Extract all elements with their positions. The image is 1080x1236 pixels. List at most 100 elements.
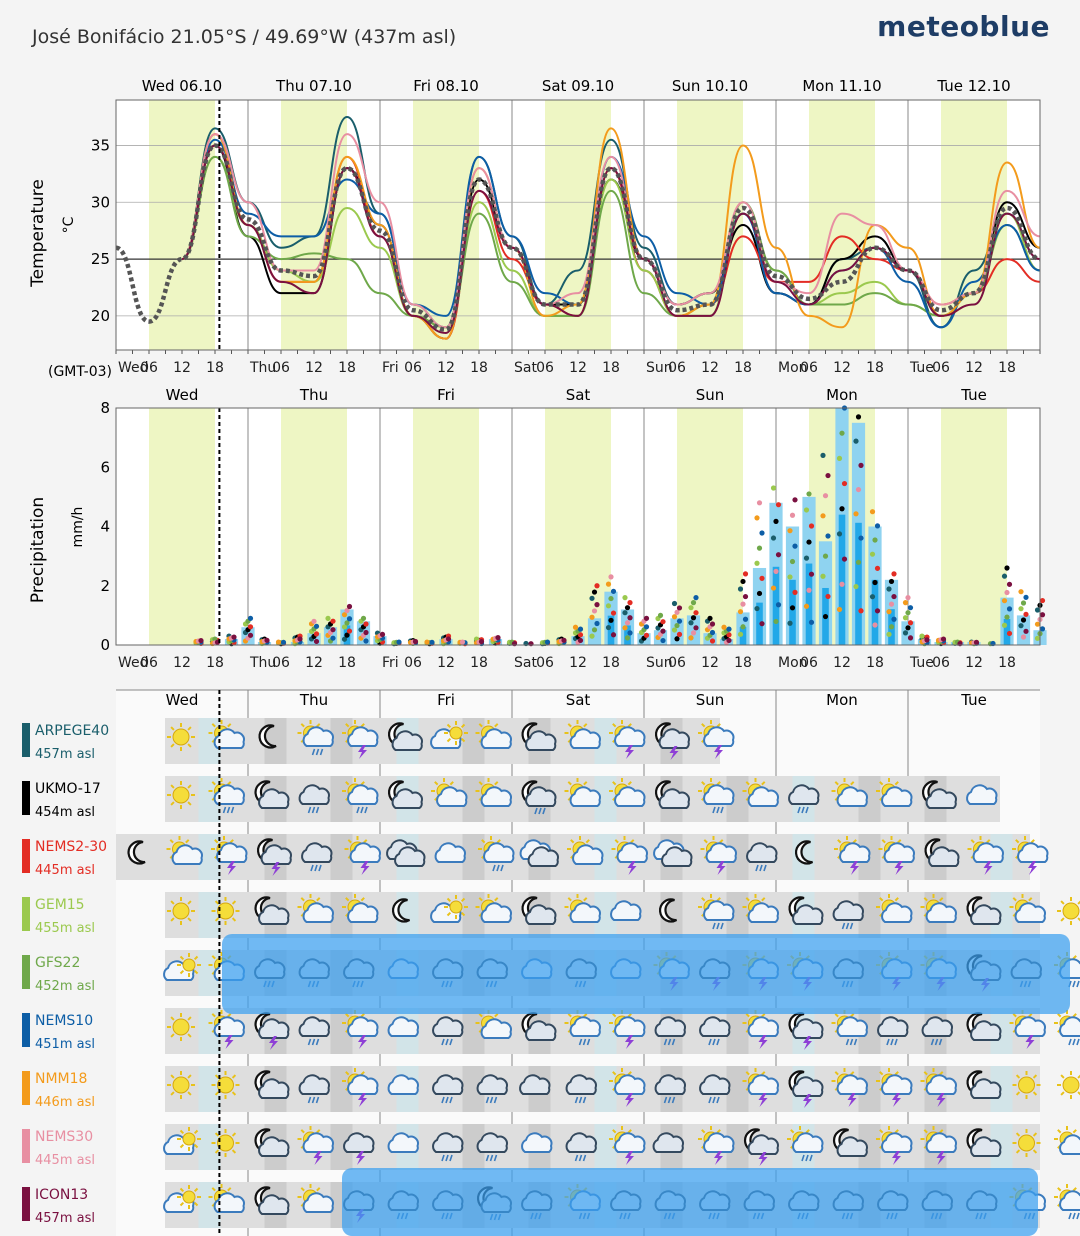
lightning-bolt [936,1093,946,1107]
sun-ray [897,839,902,844]
lightning-bolt [803,1094,812,1108]
precip-dot [346,628,353,634]
rain-drop [582,1096,587,1104]
cloud-shape [928,846,960,867]
precip-dot [313,631,320,637]
sun-ray [345,723,350,728]
precip-dot [853,583,859,590]
sun-ray [193,1187,199,1193]
daylight-band [941,408,1007,645]
cloud-shape [970,1020,1002,1041]
precip-dot [806,587,812,593]
cloud-icon [387,1016,419,1037]
sun-icon [167,1013,195,1041]
precip-dot [770,585,777,591]
tick-label-hour: 18 [206,360,224,376]
moonc-icon [521,896,557,925]
rain-drop [1076,980,1080,988]
cloud-cover-shade [858,1066,881,1112]
sun-ray [1015,839,1020,844]
cloud-cover-shade [462,1008,485,1054]
cloud-shape [966,784,998,805]
rain-drop [492,864,496,872]
cloud-shape [972,842,1004,863]
rain-drop [311,748,316,756]
rain-drop [314,864,318,872]
precip-dot [1004,565,1010,571]
sun-ray [745,1013,750,1018]
precip-dot [688,635,694,641]
cloud-cover-shade [594,1066,617,1112]
tick-label-day: Tue [909,360,934,376]
cloud-shape [213,1192,245,1213]
daylight-band [413,408,479,645]
precip-dot [424,639,430,645]
cloudc-icon [652,1132,684,1153]
sunstorm-icon [698,1126,735,1165]
y-tick-label: 20 [91,307,110,325]
cloudrain-icon [432,1132,464,1162]
precip-dot [806,539,812,545]
sun-disc [182,1132,196,1146]
sun-ray [460,737,466,743]
precip-dot [594,583,600,589]
plot-frame [115,407,1041,646]
sunc-icon [564,720,601,749]
moonstorm-icon [655,722,690,760]
cloud-shape [301,842,333,863]
precip-dot [1006,606,1013,612]
rain-drop [315,1038,320,1046]
meteoblue-logo[interactable]: meteoblue [877,10,1050,43]
sun-ray [894,781,899,786]
cloud-shape [925,1074,957,1095]
precipitation-chart: 0 2 4 6 8 Wed Thu Fri Sat Sun Mon Tue Precipitation m… [28,386,1047,671]
sun-ray [170,1016,175,1021]
precip-dot [1034,635,1041,641]
tick-label-hour: 12 [437,360,455,376]
cloud-shape [877,1016,909,1037]
sun-disc [1018,1134,1035,1152]
sun-ray [214,1091,220,1096]
cloud-shape [881,902,913,923]
cloud-shape [525,786,557,807]
precip-dot [346,603,353,610]
rain-drop [441,1038,445,1046]
cloud-shape [343,1132,375,1153]
sun-ray [231,917,237,922]
model-row-ukmo-17: UKMO-17 454m asl [22,776,1000,822]
precip-bar-core [838,514,846,645]
moonc-icon [254,780,290,809]
rain-drop [542,807,546,815]
precip-dot [858,608,864,614]
tick-label-day: Sat [514,360,537,376]
cloudrain-icon [788,784,820,814]
tick-label-hour: 06 [800,360,818,376]
cloud-icon [434,842,466,863]
sun-ray [745,781,750,786]
rain-drop [578,1154,583,1162]
rain-drop [1072,1212,1076,1220]
precip-bar-core [624,625,631,645]
sun-ray [170,784,175,789]
y-tick-label: 2 [100,577,110,595]
sun-ray [612,781,617,786]
lightning-bolt [358,1035,367,1049]
sun-ray [446,723,452,729]
cloud-shape [387,1074,419,1095]
cloud-shape [349,842,381,863]
sun-ray [585,839,590,844]
y-tick-label: 25 [91,250,110,268]
day-label: Wed [166,691,199,709]
precip-dot [924,637,930,643]
cloud-cover-shade [594,718,617,764]
tick-label-day: Sun [646,360,673,376]
sunstorm-icon [920,1126,957,1165]
sun-ray [170,1091,175,1096]
lightning-bolt [669,746,679,760]
cloud-shape [480,902,512,923]
cloud-cover-shade [198,834,221,880]
cloud-shape [614,1016,646,1037]
sun-ray [214,1149,220,1154]
precip-dot [344,620,350,626]
precip-dot [888,601,895,607]
